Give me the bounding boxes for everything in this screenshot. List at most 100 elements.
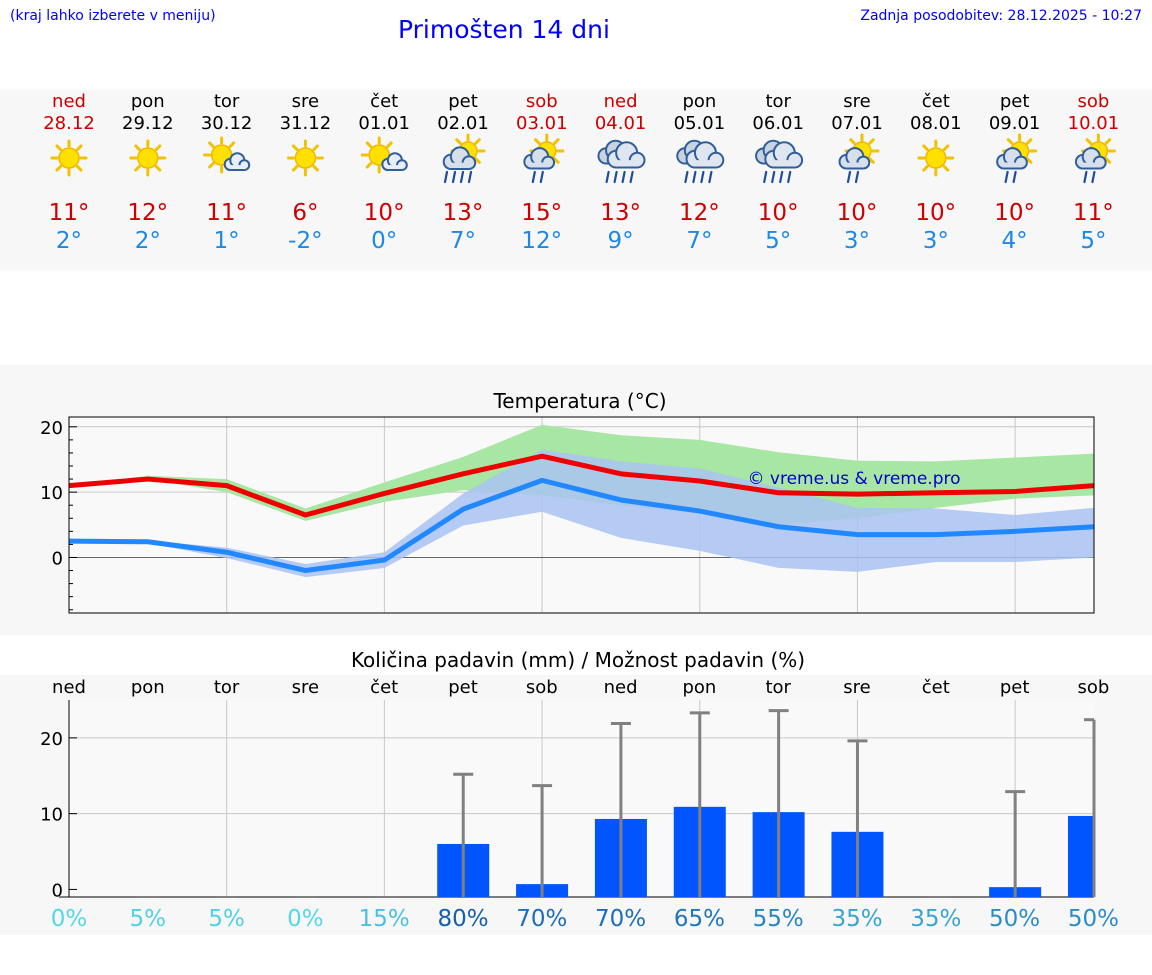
day-date: 06.01	[752, 113, 804, 134]
day-date: 10.01	[1068, 113, 1120, 134]
day-date: 31.12	[280, 113, 332, 134]
sun-shape	[286, 139, 324, 177]
rain-drops	[1004, 170, 1017, 184]
chart-title: Količina padavin (mm) / Možnost padavin …	[351, 648, 805, 672]
temp-min: 7°	[686, 228, 712, 254]
x-category-label: tor	[765, 677, 791, 698]
sun-ray	[474, 157, 481, 164]
rain-drops	[684, 170, 713, 184]
rain-drop	[692, 170, 697, 184]
sun-ray	[134, 164, 141, 172]
sun-ray	[1025, 138, 1033, 145]
day-date: 01.01	[358, 113, 410, 134]
y-tick-label: 20	[40, 418, 63, 439]
rain-drop	[1083, 170, 1088, 184]
day-date: 09.01	[989, 113, 1041, 134]
day-date: 07.01	[831, 113, 883, 134]
y-tick-label: 20	[40, 729, 63, 750]
x-category-label: pon	[682, 677, 716, 698]
plot-area	[69, 700, 1094, 897]
rain-drop	[621, 170, 626, 184]
cloud-base	[1082, 162, 1100, 169]
sun-cloud-rain-icon	[996, 133, 1038, 184]
rain-drop	[451, 170, 457, 184]
x-category-label: pet	[1000, 677, 1030, 698]
temp-min: 2°	[56, 228, 82, 254]
rain-drop	[708, 170, 713, 184]
sun-ray	[553, 138, 560, 145]
precip-probability-label: 50%	[1068, 906, 1119, 932]
cloud-shape	[223, 152, 251, 171]
sun-ray	[1085, 138, 1093, 145]
rain-drops	[846, 170, 860, 184]
sun-disc	[137, 147, 159, 169]
day-name: čet	[370, 91, 398, 112]
rain-drop	[1091, 170, 1096, 184]
cloud-shape	[606, 141, 646, 169]
temp-max: 10°	[994, 200, 1035, 226]
temp-max: 11°	[49, 200, 90, 226]
x-category-label: pon	[131, 677, 165, 698]
rain-drop	[854, 170, 860, 184]
precip-probability-label: 80%	[437, 906, 488, 932]
rain-drop	[771, 170, 776, 184]
rain-drop	[539, 170, 544, 184]
cloud-shape	[838, 147, 871, 170]
rain-drop	[846, 170, 852, 184]
rain-drop	[531, 170, 536, 184]
temp-min: 7°	[450, 228, 476, 254]
precip-probability-label: 5%	[130, 906, 167, 932]
sun-ray	[75, 144, 83, 152]
cloud-base	[450, 162, 469, 169]
day-name: sob	[1077, 91, 1109, 112]
sun-ray	[942, 164, 950, 172]
day-date: 02.01	[437, 113, 489, 134]
y-tick-label: 10	[40, 805, 63, 826]
sun-ray	[312, 144, 319, 152]
rain-drop	[700, 170, 705, 184]
location-menu-hint: (kraj lahko izberete v meniju)	[10, 8, 216, 24]
sun-ray	[1025, 157, 1033, 164]
precip-probability-label: 70%	[595, 906, 646, 932]
sun-shape	[129, 139, 167, 177]
cloud-base	[230, 165, 245, 170]
sun-icon	[50, 139, 88, 177]
precip-probability-label: 35%	[831, 906, 882, 932]
precip-probability-label: 50%	[989, 906, 1040, 932]
day-name: sre	[292, 91, 319, 112]
sun-ray	[55, 144, 63, 152]
sun-ray	[228, 141, 236, 149]
day-name: sob	[526, 91, 558, 112]
rain-drop	[684, 170, 689, 184]
day-date: 04.01	[595, 113, 647, 134]
precip-probability-label: 35%	[910, 906, 961, 932]
sun-icon	[129, 139, 167, 177]
sun-cloud-icon	[360, 136, 408, 174]
cloud-base	[387, 165, 402, 170]
sun-ray	[942, 144, 950, 152]
x-category-label: pet	[448, 677, 478, 698]
sun-icon	[286, 139, 324, 177]
sun-ray	[208, 141, 215, 149]
sun-ray	[1104, 157, 1112, 164]
precip-bar	[1068, 815, 1094, 897]
sun-ray	[1104, 138, 1112, 145]
sun-ray	[553, 157, 560, 164]
cloud-heavy-rain-icon	[755, 139, 804, 184]
sun-ray	[868, 138, 875, 145]
sun-ray	[365, 161, 373, 169]
cloud-shape	[381, 152, 408, 171]
temp-max: 13°	[443, 200, 484, 226]
sun-ray	[922, 164, 929, 172]
precip-probability-label: 70%	[516, 906, 567, 932]
temp-min: 5°	[1080, 228, 1106, 254]
